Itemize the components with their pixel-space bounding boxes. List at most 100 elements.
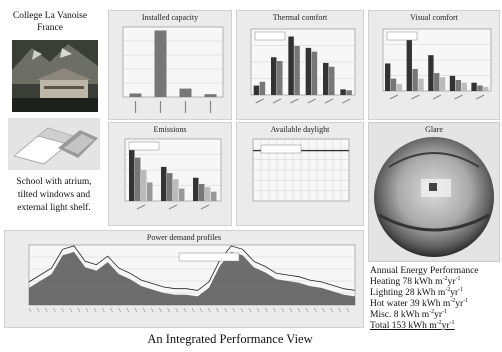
tick-label xyxy=(432,94,442,100)
school-name: College La Vanoise France xyxy=(4,10,96,34)
bar xyxy=(455,79,462,91)
school-location: France xyxy=(37,23,63,33)
bar xyxy=(471,82,477,91)
visual-comfort-panel: Visual comfort xyxy=(368,10,500,120)
bar xyxy=(147,182,153,201)
installed-capacity-chart xyxy=(122,26,224,113)
tick-label xyxy=(36,307,40,313)
bar xyxy=(406,37,412,91)
tick-label xyxy=(346,307,350,313)
tick-label xyxy=(93,307,97,313)
available-daylight-panel: Available daylight xyxy=(236,122,364,226)
power-demand-panel: Power demand profiles xyxy=(4,230,364,328)
tick-label xyxy=(475,94,485,100)
bar xyxy=(396,84,403,91)
bar xyxy=(346,90,352,95)
glare-panel: Glare xyxy=(368,122,500,262)
building-caption: School with atrium, tilted windows and e… xyxy=(2,176,106,215)
tick-label xyxy=(305,307,309,313)
visual-comfort-chart xyxy=(382,28,492,100)
panel-title: Visual comfort xyxy=(410,13,458,22)
installed-capacity-panel: Installed capacity xyxy=(108,10,232,120)
tick-label xyxy=(307,98,316,104)
emissions-chart xyxy=(124,138,222,210)
bar xyxy=(390,78,397,91)
tick-label xyxy=(142,307,146,313)
tick-label xyxy=(338,307,342,313)
school-title: College La Vanoise xyxy=(12,11,88,21)
tick-label xyxy=(126,307,130,313)
bar xyxy=(259,81,266,95)
panel-title: Installed capacity xyxy=(141,13,199,22)
annual-energy-performance: Annual Energy Performance Heating 78 kWh… xyxy=(370,266,502,332)
legend xyxy=(254,31,286,41)
tick-label xyxy=(232,307,236,313)
bar xyxy=(167,173,173,201)
bar xyxy=(179,88,192,97)
tick-label xyxy=(168,204,178,210)
tick-label xyxy=(110,307,113,313)
bar xyxy=(271,57,277,95)
tick-label xyxy=(159,307,162,313)
tick-label xyxy=(411,94,420,100)
bar xyxy=(329,66,335,95)
tick-label xyxy=(240,307,244,313)
bar xyxy=(483,86,489,91)
caption-line: School with atrium, xyxy=(16,177,92,187)
tick-label xyxy=(324,98,334,104)
tick-label xyxy=(53,307,56,313)
legend xyxy=(128,141,160,151)
bar xyxy=(135,157,141,201)
tick-label xyxy=(150,307,154,313)
tick-label xyxy=(330,307,333,313)
bar xyxy=(385,63,391,91)
panel-title: Glare xyxy=(425,125,443,134)
tick-label xyxy=(61,307,64,313)
tick-label xyxy=(69,307,73,313)
bar xyxy=(418,78,424,91)
bar xyxy=(412,68,418,91)
bar xyxy=(439,77,446,91)
bar xyxy=(205,187,211,201)
bar xyxy=(204,94,217,97)
tick-label xyxy=(167,307,170,313)
panel-title: Emissions xyxy=(153,125,187,134)
tick-label xyxy=(200,204,210,210)
energy-row: Lighting 28 kWh m-2yr-1 xyxy=(370,286,464,298)
bar xyxy=(161,166,167,201)
bar xyxy=(311,51,318,95)
tick-label xyxy=(256,307,260,313)
bar xyxy=(211,191,217,201)
tick-label xyxy=(136,204,146,210)
bar xyxy=(277,61,283,95)
bar xyxy=(449,75,456,91)
bar xyxy=(173,179,179,201)
power-demand-chart xyxy=(28,244,356,313)
available-daylight-chart xyxy=(252,138,350,202)
tick-label xyxy=(207,307,211,313)
tick-label xyxy=(191,307,195,313)
energy-row: Heating 78 kWh m-2yr-1 xyxy=(370,275,461,287)
tick-label xyxy=(272,98,282,104)
bar xyxy=(288,36,294,95)
legend xyxy=(386,31,418,41)
tick-label xyxy=(342,98,351,104)
tick-label xyxy=(273,307,276,313)
caption-line: tilted windows and xyxy=(17,190,91,200)
series-line xyxy=(28,245,356,291)
energy-row: Hot water 39 kWh m-2yr-1 xyxy=(370,297,469,309)
tick-label xyxy=(389,94,399,100)
tick-label xyxy=(118,307,121,313)
bar xyxy=(323,62,329,95)
bar xyxy=(340,89,346,95)
tick-label xyxy=(77,307,81,313)
panel-title: Thermal comfort xyxy=(272,13,328,22)
tick-label xyxy=(289,307,293,313)
tick-label xyxy=(216,307,219,313)
school-photo xyxy=(12,40,98,112)
tick-label xyxy=(85,307,89,313)
thermal-comfort-chart xyxy=(250,28,356,104)
bar xyxy=(305,47,312,95)
figure-caption: An Integrated Performance View xyxy=(147,332,313,346)
legend xyxy=(260,144,302,154)
